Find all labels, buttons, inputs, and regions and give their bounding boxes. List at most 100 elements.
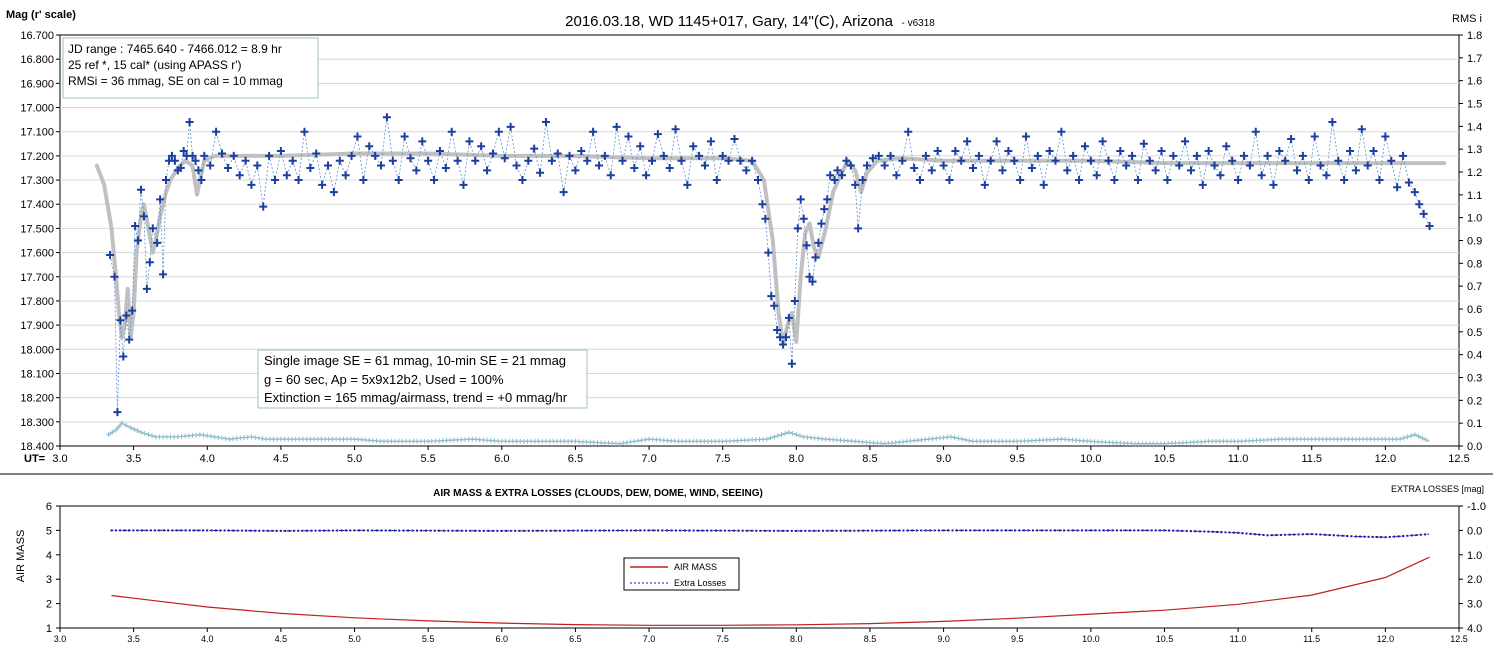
extra-losses-point	[969, 529, 972, 532]
x-tick-label: 4.0	[200, 453, 215, 465]
observed-point	[536, 168, 545, 177]
extra-losses-point	[813, 529, 816, 532]
extra-losses-point	[154, 529, 157, 532]
extra-losses-point	[266, 529, 269, 532]
y2-tick-label: 0.1	[1467, 418, 1482, 430]
extra-losses-point	[197, 529, 200, 532]
extra-losses-point	[1363, 535, 1366, 538]
rms-point	[109, 429, 115, 435]
observed-point	[116, 316, 125, 325]
extra-losses-point	[536, 529, 539, 532]
observed-point	[980, 180, 989, 189]
extra-losses-point	[514, 529, 517, 532]
observed-point	[951, 147, 960, 156]
extra-losses-point	[1036, 529, 1039, 532]
extra-losses-point	[750, 529, 753, 532]
extra-losses-point	[1279, 533, 1282, 536]
observed-point	[969, 163, 978, 172]
airmass-y-tick-label: 1	[46, 623, 52, 635]
extra-losses-point	[790, 529, 793, 532]
extra-losses-point	[482, 529, 485, 532]
extra-losses-point	[1159, 529, 1162, 532]
rms-point	[771, 434, 777, 440]
observed-point	[817, 219, 826, 228]
extra-losses-point	[991, 529, 994, 532]
extra-losses-point	[523, 529, 526, 532]
extra-losses-point	[1315, 533, 1318, 536]
observed-point	[167, 151, 176, 160]
rms-point	[631, 438, 637, 444]
rms-point	[966, 438, 972, 444]
observed-point	[191, 156, 200, 165]
rms-point	[116, 424, 122, 430]
extra-losses-point	[871, 529, 874, 532]
observed-point	[453, 156, 462, 165]
observed-point	[1369, 147, 1378, 156]
rms-point	[113, 427, 119, 433]
airmass-y2-axis-label: EXTRA LOSSES [mag]	[1391, 484, 1484, 494]
observed-point	[606, 171, 615, 180]
info-box-2-line-3: Extinction = 165 mmag/airmass, trend = +…	[264, 390, 568, 405]
observed-point	[904, 127, 913, 136]
observed-point	[1234, 176, 1243, 185]
observed-point	[600, 151, 609, 160]
observed-point	[939, 161, 948, 170]
observed-point	[271, 176, 280, 185]
extra-losses-point	[786, 529, 789, 532]
observed-point	[170, 156, 179, 165]
extra-losses-point	[648, 529, 651, 532]
observed-point	[1116, 147, 1125, 156]
extra-losses-point	[288, 529, 291, 532]
observed-point	[1075, 176, 1084, 185]
extra-losses-point	[1102, 529, 1105, 532]
observed-point	[1340, 176, 1349, 185]
extra-losses-point	[1089, 529, 1092, 532]
extra-losses-point	[634, 529, 637, 532]
airmass-x-tick-label: 9.5	[1011, 634, 1024, 644]
y-tick-label: 18.100	[20, 368, 54, 380]
observed-point	[377, 161, 386, 170]
y2-tick-label: 0.6	[1467, 304, 1482, 316]
y2-tick-label: 1.1	[1467, 190, 1482, 202]
observed-point	[1192, 151, 1201, 160]
extra-losses-point	[184, 529, 187, 532]
extra-losses-point	[621, 529, 624, 532]
rms-series	[106, 420, 1430, 447]
extra-losses-point	[1406, 534, 1409, 537]
extra-losses-point	[1150, 529, 1153, 532]
extra-losses-point	[683, 529, 686, 532]
observed-point	[814, 238, 823, 247]
extra-losses-point	[1058, 529, 1061, 532]
extra-losses-point	[175, 529, 178, 532]
extra-losses-point	[1288, 533, 1291, 536]
main-chart: Mag (r' scale) RMS i 2016.03.18, WD 1145…	[6, 9, 1482, 465]
extra-losses-point	[719, 529, 722, 532]
observed-point	[524, 156, 533, 165]
x-tick-label: 5.5	[421, 453, 436, 465]
extra-losses-point	[318, 529, 321, 532]
observed-point	[1263, 151, 1272, 160]
airmass-x-tick-label: 4.0	[201, 634, 214, 644]
airmass-chart-title: AIR MASS & EXTRA LOSSES (CLOUDS, DEW, DO…	[433, 488, 763, 499]
observed-point	[200, 151, 209, 160]
rms-point	[764, 436, 770, 442]
observed-point	[1316, 161, 1325, 170]
extra-losses-point	[1071, 529, 1074, 532]
extra-losses-point	[964, 529, 967, 532]
observed-point	[131, 221, 140, 230]
extra-losses-point	[1141, 529, 1144, 532]
observed-point	[465, 137, 474, 146]
extra-losses-point	[612, 529, 615, 532]
observed-point	[1086, 156, 1095, 165]
extra-losses-point	[737, 529, 740, 532]
main-chart-title: 2016.03.18, WD 1145+017, Gary, 14"(C), A…	[565, 13, 935, 30]
extra-losses-point	[866, 529, 869, 532]
extra-losses-point	[831, 529, 834, 532]
extra-losses-point	[1189, 530, 1192, 533]
observed-point	[1322, 171, 1331, 180]
observed-point	[910, 163, 919, 172]
observed-point	[194, 166, 203, 175]
observed-point	[300, 127, 309, 136]
extra-losses-point	[323, 529, 326, 532]
extra-losses-point	[389, 529, 392, 532]
